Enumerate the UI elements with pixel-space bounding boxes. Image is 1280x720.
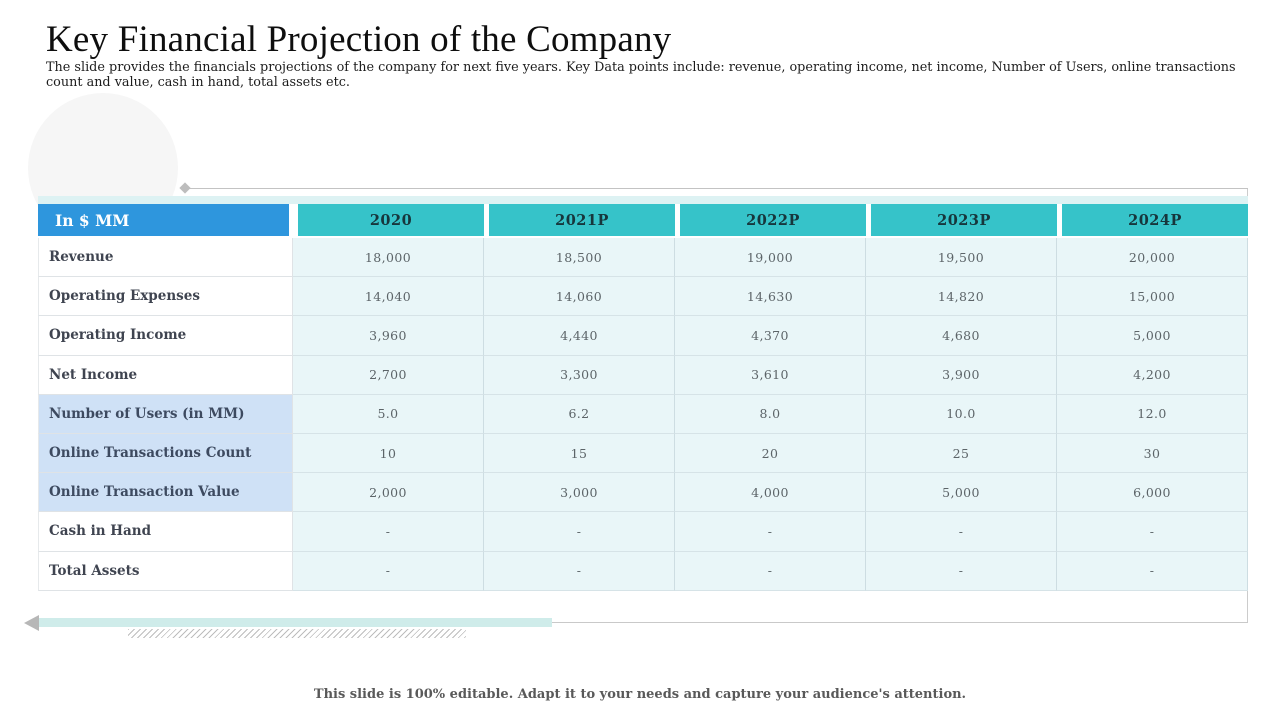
slide-subtitle: The slide provides the financials projec… xyxy=(46,60,1236,90)
table-cell: 15,000 xyxy=(1057,277,1248,317)
row-label: Revenue xyxy=(38,238,293,278)
table-cell: 8.0 xyxy=(675,394,866,434)
diamond-marker-icon xyxy=(179,182,191,194)
table-cell: 4,200 xyxy=(1057,355,1248,395)
table-cell: 6.2 xyxy=(484,394,675,434)
table-cell: - xyxy=(484,512,675,552)
table-cell: 4,680 xyxy=(866,316,1057,356)
page-title: Key Financial Projection of the Company xyxy=(46,19,672,60)
row-label: Net Income xyxy=(38,355,293,395)
table-cell: 12.0 xyxy=(1057,394,1248,434)
table-top-accent xyxy=(38,196,1248,204)
table-cell: 25 xyxy=(866,433,1057,474)
table-cell: 4,440 xyxy=(484,316,675,356)
row-label: Operating Expenses xyxy=(38,277,293,317)
table-cell: 5,000 xyxy=(1057,316,1248,356)
table-cell: 18,000 xyxy=(293,238,484,278)
table-cell: 20,000 xyxy=(1057,238,1248,278)
column-header: 2024P xyxy=(1057,204,1248,238)
table-cell: - xyxy=(866,512,1057,552)
table-cell: 14,060 xyxy=(484,277,675,317)
table-cell: 3,000 xyxy=(484,473,675,513)
financial-projection-table: In $ MM 2020 2021P 2022P 2023P 2024P Revenue 1… xyxy=(38,204,1248,591)
left-arrow-icon xyxy=(24,615,39,631)
table-cell: 20 xyxy=(675,433,866,474)
table-cell: 14,630 xyxy=(675,277,866,317)
row-label: Number of Users (in MM) xyxy=(38,394,293,434)
table-cell: 5,000 xyxy=(866,473,1057,513)
table-cell: 30 xyxy=(1057,433,1248,474)
table-cell: 3,610 xyxy=(675,355,866,395)
connector-line-bottom xyxy=(552,622,1248,623)
table-cell: 10.0 xyxy=(866,394,1057,434)
column-header: 2021P xyxy=(484,204,675,238)
table-cell: - xyxy=(675,512,866,552)
table-cell: 3,960 xyxy=(293,316,484,356)
table-cell: 14,820 xyxy=(866,277,1057,317)
column-header: 2022P xyxy=(675,204,866,238)
table-cell: 4,000 xyxy=(675,473,866,513)
editable-note: This slide is 100% editable. Adapt it to… xyxy=(313,687,967,702)
table-cell: - xyxy=(1057,512,1248,552)
table-cell: 15 xyxy=(484,433,675,474)
table-cell: 6,000 xyxy=(1057,473,1248,513)
table-cell: - xyxy=(675,551,866,591)
row-label: Online Transactions Count xyxy=(38,433,293,474)
row-label: Online Transaction Value xyxy=(38,473,293,513)
table-cell: 5.0 xyxy=(293,394,484,434)
hatch-pattern xyxy=(128,629,466,638)
table-cell: - xyxy=(866,551,1057,591)
table-cell: 19,500 xyxy=(866,238,1057,278)
table-cell: 3,300 xyxy=(484,355,675,395)
table-cell: 14,040 xyxy=(293,277,484,317)
table-cell: - xyxy=(293,551,484,591)
column-header: 2023P xyxy=(866,204,1057,238)
table-cell: - xyxy=(484,551,675,591)
bottom-accent-bar xyxy=(38,618,552,627)
column-header: 2020 xyxy=(293,204,484,238)
row-label: Total Assets xyxy=(38,551,293,591)
table-cell: 18,500 xyxy=(484,238,675,278)
table-cell: - xyxy=(293,512,484,552)
table-cell: 4,370 xyxy=(675,316,866,356)
table-cell: 2,000 xyxy=(293,473,484,513)
table-cell: - xyxy=(1057,551,1248,591)
row-label: Cash in Hand xyxy=(38,512,293,552)
table-cell: 2,700 xyxy=(293,355,484,395)
connector-line-top xyxy=(179,182,1248,194)
table-corner-header: In $ MM xyxy=(38,204,293,238)
table-cell: 19,000 xyxy=(675,238,866,278)
row-label: Operating Income xyxy=(38,316,293,356)
table-cell: 10 xyxy=(293,433,484,474)
table-cell: 3,900 xyxy=(866,355,1057,395)
